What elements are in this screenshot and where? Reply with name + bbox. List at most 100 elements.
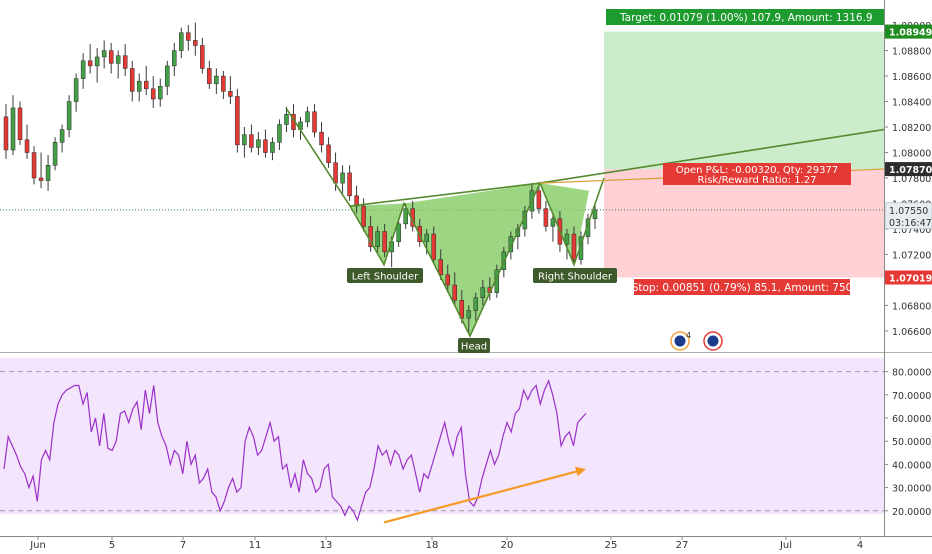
candle-body[interactable] [445, 274, 450, 286]
candle-body[interactable] [165, 65, 170, 87]
price-tick-label: 1.08200 [892, 123, 931, 134]
rsi-axis[interactable]: 80.0000 70.0000 60.0000 50.0000 40.0000 30.00… [884, 368, 931, 518]
candle-body[interactable] [59, 129, 65, 143]
candle-body[interactable] [452, 284, 458, 301]
candle-body[interactable] [305, 111, 310, 123]
candle-body[interactable] [73, 78, 79, 102]
time-tick-label: 27 [676, 540, 689, 550]
candle-body[interactable] [340, 172, 345, 184]
candle-body[interactable] [473, 297, 479, 311]
candle-body[interactable] [80, 60, 86, 79]
candle-body[interactable] [87, 60, 93, 67]
time-tick-label: 4 [857, 540, 863, 550]
candle-body[interactable] [592, 209, 598, 220]
rsi-line[interactable] [3, 379, 587, 522]
candle-body[interactable] [438, 259, 443, 276]
target-label: Target: 0.01079 (1.00%) 107.9, Amount: 1… [619, 12, 873, 24]
candle-body[interactable] [186, 32, 191, 41]
rsi-tick-label: 80.0000 [892, 368, 931, 379]
target-price-tag: 1.08949 [889, 28, 932, 39]
candle-body[interactable] [122, 55, 128, 69]
candle-body[interactable] [38, 177, 44, 181]
candle-body[interactable] [270, 142, 275, 153]
candle-body[interactable] [108, 50, 114, 64]
candle-body[interactable] [550, 218, 556, 227]
rsi-tick-label: 60.0000 [892, 414, 931, 425]
divergence-arrow-line[interactable] [383, 469, 581, 524]
price-tick-label: 1.07200 [892, 250, 931, 261]
candle-body[interactable] [45, 165, 51, 181]
candle-body[interactable] [361, 205, 366, 227]
candle-body[interactable] [277, 124, 282, 143]
candle-body[interactable] [228, 91, 233, 97]
candle-body[interactable] [200, 45, 205, 69]
pattern-zigzag-line[interactable] [285, 107, 605, 338]
candle-body[interactable] [319, 131, 324, 146]
candle-body[interactable] [347, 172, 352, 197]
time-tick-label: 20 [501, 540, 514, 550]
price-tick-label: 1.08400 [892, 98, 931, 109]
candle-body[interactable] [536, 190, 542, 209]
candle-body[interactable] [10, 107, 16, 151]
candle-body[interactable] [431, 233, 436, 260]
candle-body[interactable] [312, 111, 317, 133]
candle-body[interactable] [396, 223, 401, 242]
candle-body[interactable] [207, 68, 212, 84]
candle-body[interactable] [179, 32, 184, 51]
candle-body[interactable] [101, 50, 107, 58]
candle-body[interactable] [221, 75, 226, 92]
candle-body[interactable] [129, 68, 135, 92]
candle-body[interactable] [564, 233, 570, 245]
candle-body[interactable] [382, 231, 387, 253]
rsi-tick-label: 30.0000 [892, 484, 931, 495]
profit-zone[interactable] [604, 31, 884, 170]
candle-body[interactable] [214, 75, 219, 84]
candle-body[interactable] [326, 144, 331, 163]
candle-body[interactable] [115, 55, 121, 64]
candle-body[interactable] [94, 56, 100, 67]
stop-label: Stop: 0.00851 (0.79%) 85.1, Amount: 750 [632, 282, 853, 294]
candle-body[interactable] [424, 233, 429, 242]
target-label-bg [606, 9, 884, 25]
candle-body[interactable] [256, 139, 261, 148]
candle-body[interactable] [172, 50, 177, 67]
neckline-extension[interactable] [539, 128, 885, 184]
loss-zone[interactable] [604, 169, 884, 278]
candle-body[interactable] [150, 88, 156, 100]
neckline[interactable] [349, 182, 541, 207]
event-flag-icon[interactable]: 4 [670, 331, 691, 351]
candle-body[interactable] [17, 107, 23, 141]
candle-body[interactable] [263, 139, 268, 153]
candle-body[interactable] [52, 142, 58, 166]
price-tick-label: 1.06800 [892, 301, 931, 312]
candle-body[interactable] [3, 116, 9, 151]
candle-body[interactable] [571, 233, 577, 260]
pnl-label: Open P&L: -0.00320, Qty: 29377 [676, 165, 839, 176]
price-tick-label: 1.08600 [892, 72, 931, 83]
right-shoulder-label: Right Shoulder [538, 272, 613, 283]
price-tick-label: 1.07800 [892, 174, 931, 185]
candle-body[interactable] [543, 208, 549, 227]
candle-body[interactable] [158, 86, 163, 100]
candle-body[interactable] [333, 162, 338, 184]
candle-body[interactable] [136, 80, 142, 92]
time-axis[interactable]: Jun 5 7 11 13 18 20 25 27 Jul 4 [29, 536, 863, 551]
candle-body[interactable] [24, 139, 30, 153]
candle-body[interactable] [249, 134, 254, 148]
time-tick-label: Jun [29, 540, 46, 550]
price-axis[interactable]: 1.090001.088001.086001.084001.082001.080… [884, 21, 931, 338]
candle-body[interactable] [375, 231, 380, 248]
candle-body[interactable] [143, 80, 149, 90]
event-flag-icon[interactable] [703, 331, 723, 351]
candle-body[interactable] [66, 101, 72, 130]
head-area [404, 183, 540, 336]
candle-body[interactable] [31, 152, 37, 179]
candle-body[interactable] [466, 310, 472, 319]
candle-body[interactable] [193, 40, 198, 46]
candle-body[interactable] [284, 114, 289, 125]
candle-body[interactable] [242, 134, 247, 146]
candle-body[interactable] [480, 287, 486, 299]
candle-body[interactable] [235, 96, 240, 146]
